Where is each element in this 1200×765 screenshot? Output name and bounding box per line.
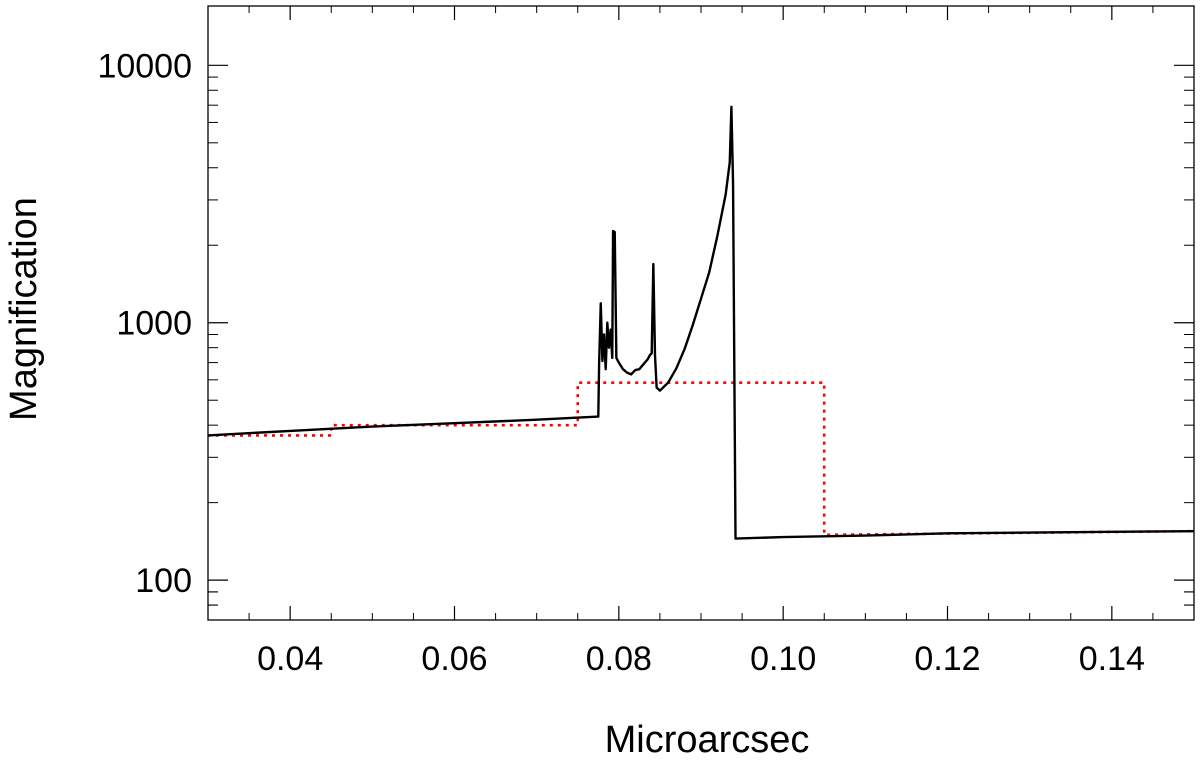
plot-area bbox=[207, 5, 1195, 621]
tick-marks bbox=[207, 6, 1195, 621]
y-tick-label: 10000 bbox=[97, 47, 192, 85]
x-tick-label: 0.08 bbox=[586, 640, 652, 678]
y-axis-title: Magnification bbox=[3, 197, 45, 421]
x-tick-label: 0.14 bbox=[1079, 640, 1145, 678]
plot-frame bbox=[207, 5, 1195, 621]
y-tick-label: 1000 bbox=[116, 305, 192, 343]
series-line-solid bbox=[208, 105, 1194, 540]
x-tick-label: 0.06 bbox=[421, 640, 487, 678]
tick-labels: 0.04 0.06 0.08 0.10 0.12 0.14 100 1000 10000 bbox=[97, 47, 1144, 678]
x-tick-label: 0.04 bbox=[257, 640, 323, 678]
y-tick-label: 100 bbox=[135, 562, 192, 600]
series-line-dotted bbox=[208, 381, 1194, 537]
x-tick-label: 0.12 bbox=[914, 640, 980, 678]
x-axis-title: Microarcsec bbox=[605, 719, 810, 760]
x-tick-label: 0.10 bbox=[750, 640, 816, 678]
